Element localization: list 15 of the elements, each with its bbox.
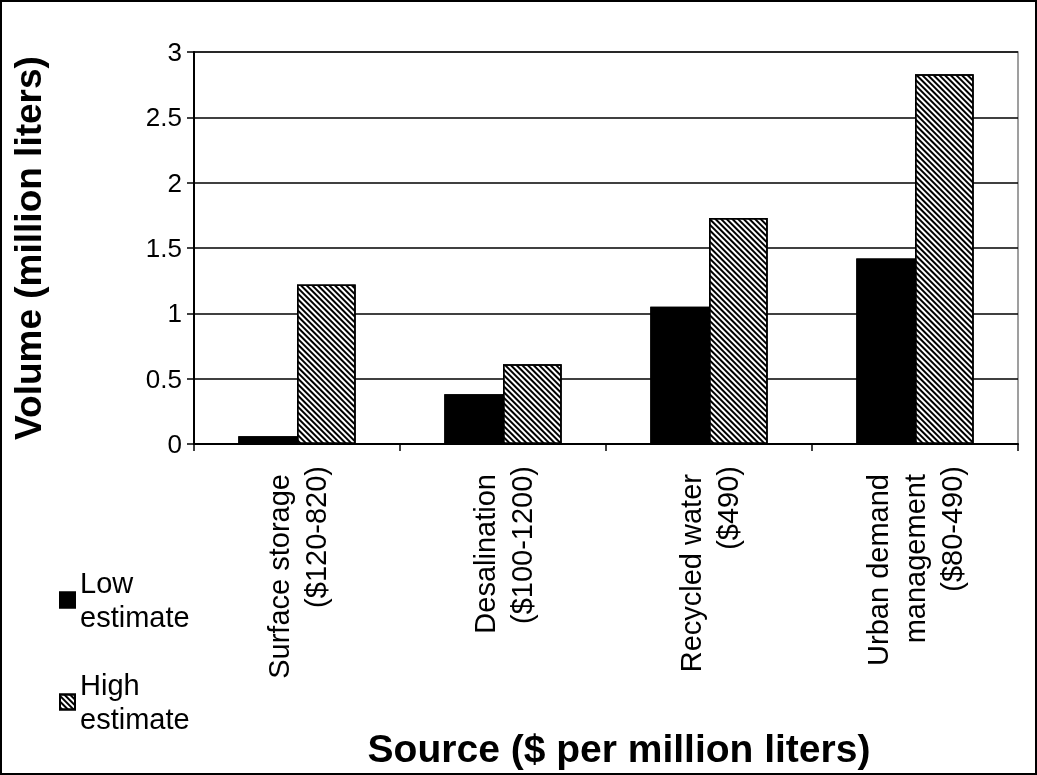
y-tick-label: 3 [167,37,182,67]
x-axis-title: Source ($ per million liters) [367,727,871,770]
y-axis-title: Volume (million liters) [8,56,49,440]
y-tick-label: 1 [167,298,182,329]
legend-label: High estimate [80,669,190,735]
y-tick-label: 1.5 [145,233,182,263]
y-tick-label: 2 [167,167,182,198]
x-tick-label: Desalination ($100-1200) [468,466,538,634]
y-tick-label: 0 [167,429,182,459]
x-tick-label: Recycled water ($490) [674,466,744,673]
legend-label: Low estimate [80,567,190,633]
y-tick-label: 2.5 [145,102,182,133]
x-tick-label: Surface storage ($120-820) [262,466,332,679]
y-tick-label: 0.5 [145,363,182,394]
x-tick-label: Urban demand management ($80-490) [862,466,968,666]
